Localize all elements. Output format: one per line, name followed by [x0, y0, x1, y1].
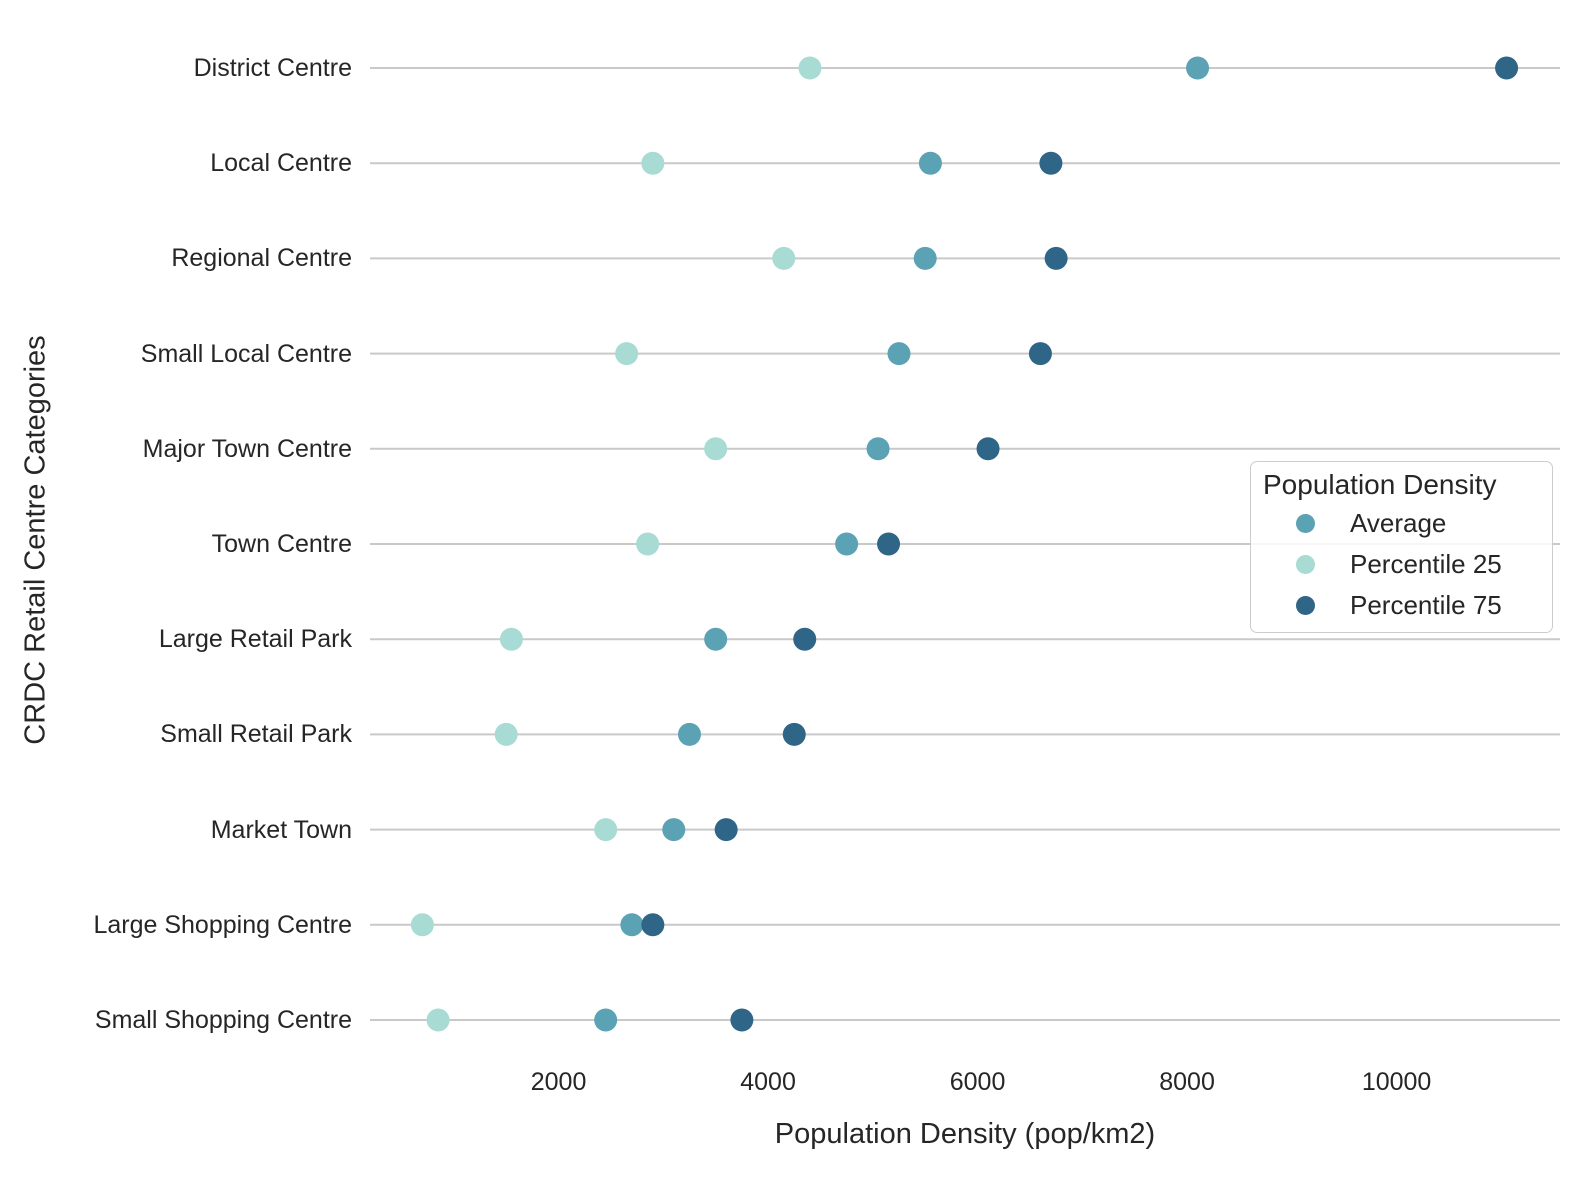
- data-point: [636, 532, 660, 556]
- legend-marker-icon: [1296, 596, 1315, 615]
- data-point: [594, 1008, 618, 1032]
- legend-marker-icon: [1296, 555, 1315, 574]
- x-tick-label: 6000: [949, 1068, 1006, 1096]
- category-label: Small Retail Park: [160, 720, 352, 749]
- x-tick-label: 2000: [530, 1068, 587, 1096]
- legend-marker-icon: [1296, 514, 1315, 533]
- data-point: [410, 913, 434, 937]
- data-point: [730, 1008, 754, 1032]
- data-point: [887, 342, 911, 366]
- data-point: [918, 151, 942, 175]
- data-point: [499, 627, 523, 651]
- data-point: [1044, 246, 1068, 270]
- data-point: [1039, 151, 1063, 175]
- category-label: Major Town Centre: [142, 434, 352, 463]
- legend-items: Average Percentile 25 Percentile 75: [1251, 503, 1552, 626]
- data-point: [835, 532, 859, 556]
- category-label: Small Shopping Centre: [94, 1006, 352, 1034]
- category-label: Large Retail Park: [158, 625, 352, 654]
- data-point: [866, 437, 890, 461]
- data-point: [677, 722, 701, 746]
- legend-item: Percentile 75: [1251, 585, 1552, 626]
- data-point: [662, 818, 686, 842]
- data-point: [793, 627, 817, 651]
- data-point: [641, 151, 665, 175]
- data-point: [877, 532, 901, 556]
- data-point: [772, 246, 796, 270]
- category-label: District Centre: [193, 54, 352, 82]
- category-label: Town Centre: [211, 530, 352, 558]
- category-label: Regional Centre: [171, 244, 352, 273]
- data-point: [1495, 56, 1519, 80]
- data-point: [782, 722, 806, 746]
- x-tick-label: 10000: [1361, 1068, 1432, 1096]
- data-point: [704, 437, 728, 461]
- x-axis-title: Population Density (pop/km2): [774, 1118, 1156, 1150]
- legend-label: Percentile 25: [1350, 549, 1502, 579]
- category-label: Small Local Centre: [140, 339, 352, 368]
- category-label: Large Shopping Centre: [93, 910, 352, 939]
- x-tick-label: 8000: [1159, 1068, 1215, 1096]
- data-point: [426, 1008, 450, 1032]
- data-point: [620, 913, 644, 937]
- x-tick-label: 4000: [740, 1068, 796, 1096]
- data-point: [714, 818, 738, 842]
- category-label: Market Town: [210, 815, 352, 844]
- data-point: [704, 627, 728, 651]
- legend-title: Population Density: [1263, 469, 1497, 500]
- data-point: [976, 437, 1000, 461]
- legend-item: Average: [1251, 503, 1552, 544]
- data-point: [798, 56, 822, 80]
- legend: Population Density Average Percentile 25 P…: [1250, 461, 1553, 633]
- data-point: [1028, 342, 1052, 366]
- legend-label: Percentile 75: [1350, 590, 1502, 620]
- data-point: [641, 913, 665, 937]
- data-point: [494, 722, 518, 746]
- data-point: [594, 818, 618, 842]
- legend-item: Percentile 25: [1251, 544, 1552, 585]
- data-point: [913, 246, 937, 270]
- data-point: [615, 342, 639, 366]
- legend-label: Average: [1350, 508, 1447, 538]
- data-point: [1186, 56, 1210, 80]
- category-label: Local Centre: [210, 149, 352, 178]
